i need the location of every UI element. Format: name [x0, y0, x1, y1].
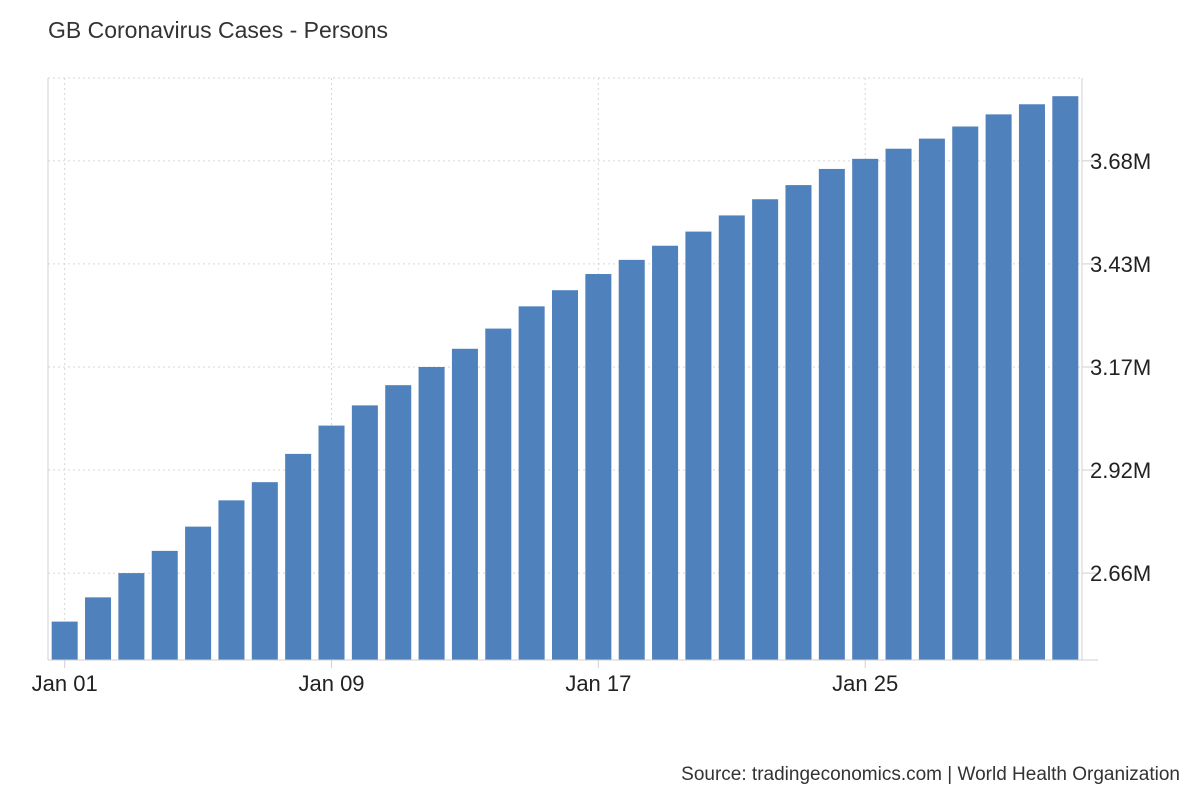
bar	[51, 621, 78, 660]
bar	[118, 573, 145, 660]
bar	[351, 405, 378, 660]
bar	[785, 185, 812, 660]
bar	[251, 482, 278, 660]
bar	[918, 138, 945, 660]
bar	[752, 199, 779, 660]
bar	[618, 259, 645, 660]
bar	[385, 385, 412, 660]
bar	[518, 306, 545, 660]
bar	[85, 597, 112, 660]
bar	[985, 114, 1012, 660]
axes	[47, 78, 1098, 668]
y-tick-label: 2.92M	[1090, 458, 1151, 483]
x-tick-label: Jan 17	[565, 671, 631, 696]
y-tick-label: 2.66M	[1090, 561, 1151, 586]
bar	[685, 231, 712, 661]
chart-title: GB Coronavirus Cases - Persons	[48, 17, 389, 43]
bar	[451, 348, 478, 660]
bar	[1052, 96, 1079, 660]
y-tick-label: 3.43M	[1090, 252, 1151, 277]
bar	[418, 366, 445, 660]
x-tick-label: Jan 25	[832, 671, 898, 696]
source-note: Source: tradingeconomics.com | World Hea…	[681, 764, 1180, 785]
bar	[218, 500, 245, 660]
bar	[852, 158, 879, 661]
bar	[318, 425, 345, 660]
bar	[718, 215, 745, 660]
bar	[585, 274, 612, 660]
x-tick-label: Jan 09	[298, 671, 364, 696]
y-tick-label: 3.68M	[1090, 149, 1151, 174]
bar	[652, 245, 679, 660]
bar	[185, 526, 212, 660]
bar	[885, 148, 912, 660]
bar	[551, 290, 579, 660]
bar-series	[51, 96, 1079, 661]
y-axis-ticks: 2.66M 2.92M 3.17M 3.43M 3.68M	[1090, 149, 1151, 586]
bar	[952, 126, 979, 660]
y-tick-label: 3.17M	[1090, 355, 1151, 380]
bar	[285, 453, 312, 660]
bar	[485, 328, 512, 660]
x-axis-ticks: Jan 01 Jan 09 Jan 17 Jan 25	[32, 671, 899, 696]
bar	[151, 550, 178, 660]
x-tick-label: Jan 01	[32, 671, 98, 696]
bar	[818, 168, 845, 660]
bar	[1018, 104, 1045, 661]
